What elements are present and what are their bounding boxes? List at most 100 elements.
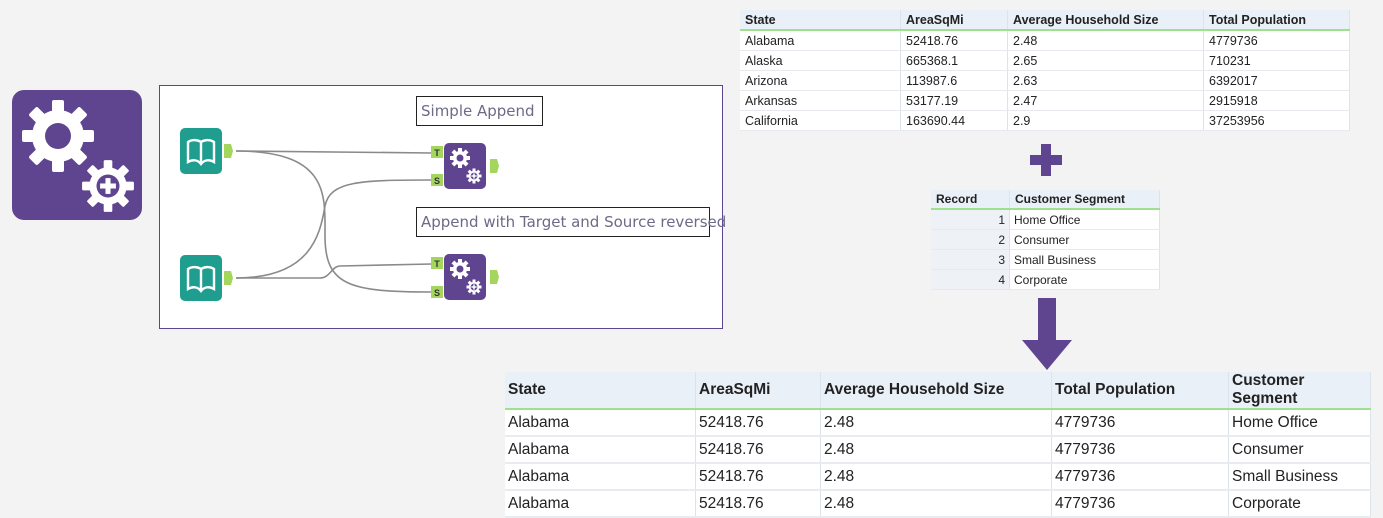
wire-input1-to-append2-source — [235, 150, 433, 293]
wire-input2-to-append1-source — [235, 179, 433, 279]
append-fields-tool-2: T S — [431, 254, 499, 300]
table-cell: Alabama — [505, 463, 696, 491]
source-input-table: Record Customer Segment 1 Home Office 2 Co… — [931, 190, 1160, 290]
table-cell: Consumer — [1228, 436, 1371, 464]
column-header[interactable]: Record — [931, 190, 1010, 210]
table-row[interactable]: Arkansas 53177.19 2.47 2915918 — [740, 90, 1350, 111]
table-cell: 52418.76 — [695, 490, 821, 518]
table-cell: California — [740, 110, 901, 131]
table-row[interactable]: 1 Home Office — [931, 209, 1160, 230]
table-row[interactable]: Alabama 52418.76 2.48 4779736 Home Office — [505, 409, 1371, 437]
table-cell: Home Office — [1009, 209, 1160, 230]
table-cell: 4779736 — [1051, 409, 1229, 437]
table-cell: 52418.76 — [695, 463, 821, 491]
table-row[interactable]: 3 Small Business — [931, 249, 1160, 270]
table-cell: Alaska — [740, 50, 901, 71]
comment-reversed-append[interactable]: Append with Target and Source reversed — [416, 207, 726, 237]
table-cell: Home Office — [1228, 409, 1371, 437]
target-anchor — [431, 146, 443, 158]
wire-input2-to-append2-target — [236, 263, 433, 279]
column-header[interactable]: Total Population — [1203, 10, 1350, 31]
target-anchor — [431, 257, 443, 269]
table-cell: 2.65 — [1007, 50, 1204, 71]
output-anchor — [224, 271, 233, 285]
table-cell: 163690.44 — [900, 110, 1008, 131]
table-cell: 4779736 — [1051, 436, 1229, 464]
column-header[interactable]: Total Population — [1051, 372, 1229, 410]
input-data-tool-2 — [180, 255, 233, 301]
table-cell: 4779736 — [1051, 463, 1229, 491]
record-cell: 2 — [931, 229, 1010, 250]
column-header[interactable]: Customer Segment — [1009, 190, 1160, 210]
column-header[interactable]: Customer Segment — [1228, 372, 1371, 410]
source-anchor-label: S — [434, 288, 440, 298]
source-anchor — [431, 286, 443, 298]
table-cell: 2.48 — [1007, 30, 1204, 51]
table-row[interactable]: Alabama 52418.76 2.48 4779736 — [740, 30, 1350, 51]
connection-wires — [235, 150, 433, 293]
workflow-canvas[interactable]: T S T S Simple Append Append with Target… — [159, 85, 726, 329]
record-cell: 4 — [931, 269, 1010, 290]
plus-icon — [1030, 144, 1062, 176]
table-row[interactable]: Arizona 113987.6 2.63 6392017 — [740, 70, 1350, 91]
record-cell: 1 — [931, 209, 1010, 230]
table-cell: Corporate — [1228, 490, 1371, 518]
book-icon — [186, 138, 216, 166]
table-cell: 710231 — [1203, 50, 1350, 71]
input-data-tool-1 — [180, 128, 233, 174]
gear-icon — [450, 259, 470, 279]
table-cell: 2.48 — [820, 490, 1052, 518]
source-anchor — [431, 174, 443, 186]
column-header[interactable]: Average Household Size — [1007, 10, 1204, 31]
table-cell: 53177.19 — [900, 90, 1008, 111]
table-cell: Small Business — [1009, 249, 1160, 270]
table-cell: Alabama — [505, 436, 696, 464]
target-input-table: State AreaSqMi Average Household Size To… — [740, 10, 1350, 131]
column-header[interactable]: AreaSqMi — [900, 10, 1008, 31]
table-row[interactable]: Alabama 52418.76 2.48 4779736 Consumer — [505, 436, 1371, 464]
table-cell: 52418.76 — [900, 30, 1008, 51]
table-row[interactable]: Alabama 52418.76 2.48 4779736 Corporate — [505, 490, 1371, 518]
table-cell: 4779736 — [1203, 30, 1350, 51]
table-cell: 665368.1 — [900, 50, 1008, 71]
column-header[interactable]: Average Household Size — [820, 372, 1052, 410]
output-anchor — [490, 270, 499, 284]
table-cell: Alabama — [505, 409, 696, 437]
table-cell: 2.63 — [1007, 70, 1204, 91]
output-anchor — [224, 144, 233, 158]
plus-gear-icon — [82, 160, 134, 212]
table-row[interactable]: 4 Corporate — [931, 269, 1160, 290]
table-cell: Alabama — [740, 30, 901, 51]
table-header-row: State AreaSqMi Average Household Size To… — [740, 10, 1350, 31]
table-cell: Arizona — [740, 70, 901, 91]
source-anchor-label: S — [434, 176, 440, 186]
table-cell: 2.48 — [820, 436, 1052, 464]
table-cell: 113987.6 — [900, 70, 1008, 91]
table-row[interactable]: Alabama 52418.76 2.48 4779736 Small Business — [505, 463, 1371, 491]
table-cell: 4779736 — [1051, 490, 1229, 518]
output-anchor — [490, 159, 499, 173]
table-cell: Arkansas — [740, 90, 901, 111]
table-cell: 6392017 — [1203, 70, 1350, 91]
table-cell: 2.47 — [1007, 90, 1204, 111]
table-cell: 37253956 — [1203, 110, 1350, 131]
comment-simple-append[interactable]: Simple Append — [416, 96, 543, 126]
plus-gear-icon — [466, 279, 482, 295]
table-cell: 52418.76 — [695, 436, 821, 464]
gear-icon — [450, 148, 470, 168]
large-gear-icon — [22, 100, 94, 172]
table-cell: 2.9 — [1007, 110, 1204, 131]
table-cell: Corporate — [1009, 269, 1160, 290]
column-header[interactable]: AreaSqMi — [695, 372, 821, 410]
column-header[interactable]: State — [505, 372, 696, 410]
table-row[interactable]: California 163690.44 2.9 37253956 — [740, 110, 1350, 131]
table-row[interactable]: 2 Consumer — [931, 229, 1160, 250]
wire-input1-to-append1-target — [235, 150, 433, 154]
table-cell: Small Business — [1228, 463, 1371, 491]
table-row[interactable]: Alaska 665368.1 2.65 710231 — [740, 50, 1350, 71]
column-header[interactable]: State — [740, 10, 901, 31]
book-icon — [186, 265, 216, 293]
plus-gear-icon — [466, 168, 482, 184]
append-result-table: State AreaSqMi Average Household Size To… — [505, 372, 1371, 518]
target-anchor-label: T — [434, 259, 440, 269]
